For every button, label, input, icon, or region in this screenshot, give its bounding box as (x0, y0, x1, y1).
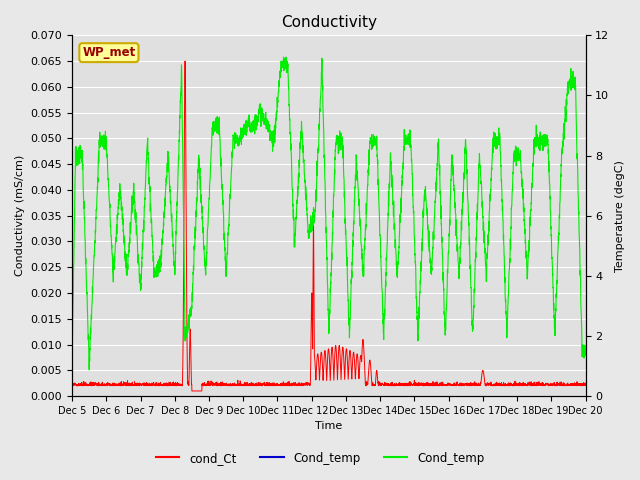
Title: Conductivity: Conductivity (281, 15, 377, 30)
Y-axis label: Temperature (degC): Temperature (degC) (615, 160, 625, 272)
Legend: cond_Ct, Cond_temp, Cond_temp: cond_Ct, Cond_temp, Cond_temp (151, 447, 489, 469)
Text: WP_met: WP_met (83, 46, 136, 59)
Y-axis label: Conductivity (mS/cm): Conductivity (mS/cm) (15, 155, 25, 276)
X-axis label: Time: Time (315, 421, 342, 432)
